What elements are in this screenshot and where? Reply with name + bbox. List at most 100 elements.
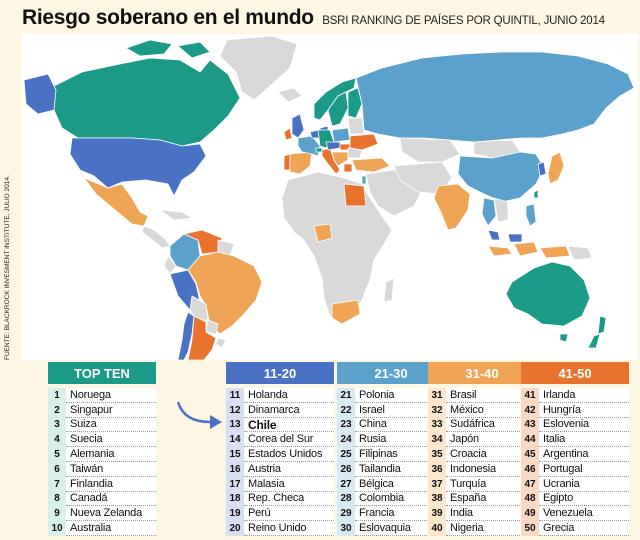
country-name: Rep. Checa [244,492,334,507]
country-name: Polonia [355,388,445,403]
panel-21-30: 21-30 21 Polonia 22 Israel 23 China 24 Rusia 25 F… [337,362,445,536]
ireland [283,127,293,141]
rank-number: 4 [48,432,66,448]
list-item: 14 Corea del Sur [226,432,334,448]
page-subtitle: BSRI RANKING DE PAÍSES POR QUINTIL, JUNI… [322,15,605,27]
list-item: 4 Suecia [48,432,156,448]
list-item: 23 China [337,417,445,433]
south-korea [537,161,547,177]
tasmania [559,333,569,343]
list-item: 42 Hungría [521,402,629,418]
list-item: 32 México [428,402,536,418]
list-item: 22 Israel [337,402,445,418]
rank-number: 17 [226,476,244,492]
indonesia [487,241,571,259]
rank-number: 24 [337,432,355,448]
rank-number: 50 [521,521,539,536]
taiwan [533,189,539,199]
rank-number: 39 [428,506,446,522]
page-title: Riesgo soberano en el mundo [22,6,314,29]
rank-number: 26 [337,461,355,477]
country-name: Portugal [539,462,629,477]
source-text: FUENTE: BLACKROCK INVESMENT INSTITUTE, J… [4,175,11,360]
country-name: Taiwán [66,462,156,477]
rank-number: 37 [428,476,446,492]
rank-number: 15 [226,447,244,462]
australia [505,261,591,327]
rank-number: 33 [428,417,446,433]
poland [331,127,351,143]
world-map [22,34,638,360]
rank-number: 21 [337,388,355,403]
rank-number: 14 [226,432,244,448]
rank-number: 25 [337,447,355,462]
rank-number: 46 [521,461,539,477]
list-item: 1 Noruega [48,388,156,403]
list-item: 45 Argentina [521,447,629,462]
rank-number: 6 [48,461,66,477]
country-name: Grecia [539,521,629,536]
rank-number: 22 [337,402,355,418]
country-name: Corea del Sur [244,432,334,448]
panel-list: 11 Holanda 12 Dinamarca 13 Chile 14 Corea del S… [226,388,334,536]
balkans [331,151,349,167]
country-name: Croacia [446,447,536,462]
argentina [187,315,217,360]
rank-number: 36 [428,461,446,477]
rank-number: 27 [337,476,355,492]
country-name: Egipto [539,492,629,507]
united-kingdom [291,113,305,139]
rank-number: 3 [48,417,66,433]
country-name: Sudáfrica [446,418,536,433]
rank-number: 2 [48,402,66,418]
new-zealand [587,315,607,349]
country-name: Venezuela [539,506,629,522]
list-item: 27 Bélgica [337,476,445,492]
panel-header: 21-30 [337,362,445,384]
country-name: Canadá [66,492,156,507]
rank-number: 19 [226,506,244,522]
list-item: 12 Dinamarca [226,402,334,418]
india [433,183,471,231]
country-name: Italia [539,432,629,448]
caribbean [158,209,194,221]
country-name: Australia [66,521,156,536]
country-name: Bélgica [355,477,445,492]
rank-number: 44 [521,432,539,448]
panel-top-ten: TOP TEN 1 Noruega 2 Singapur 3 Suiza 4 Suecia 5 A… [48,362,156,536]
rank-number: 40 [428,521,446,536]
rank-number: 13 [226,417,244,433]
country-name: Filipinas [355,447,445,462]
list-item: 36 Indonesia [428,461,536,477]
rank-number: 35 [428,447,446,462]
paraguay [205,319,219,335]
list-item: 43 Eslovenia [521,417,629,433]
panel-11-20: 11-20 11 Holanda 12 Dinamarca 13 Chile 14 Corea… [226,362,334,536]
country-name: Alemania [66,447,156,462]
panel-header: TOP TEN [48,362,156,384]
rank-number: 9 [48,506,66,522]
malaysia [487,229,523,243]
rank-number: 47 [521,476,539,492]
list-item: 2 Singapur [48,402,156,418]
list-item: 29 Francia [337,506,445,522]
panel-41-50: 41-50 41 Irlanda 42 Hungría 43 Eslovenia 44 Ita… [521,362,629,536]
list-item: 34 Japón [428,432,536,448]
rank-number: 48 [521,491,539,507]
country-name: Irlanda [539,388,629,403]
iceland [277,87,303,103]
country-name: Estados Unidos [244,447,334,462]
ukraine [349,133,379,151]
country-name: Singapur [66,403,156,418]
mexico [82,177,149,227]
country-name: Chile [244,418,334,433]
list-item: 41 Irlanda [521,388,629,403]
list-item: 31 Brasil [428,388,536,403]
uruguay [215,337,227,349]
alaska [23,73,57,115]
philippines [525,203,537,227]
country-name: Suiza [66,418,156,433]
rank-number: 41 [521,388,539,403]
rank-number: 28 [337,491,355,507]
country-name: Dinamarca [244,403,334,418]
